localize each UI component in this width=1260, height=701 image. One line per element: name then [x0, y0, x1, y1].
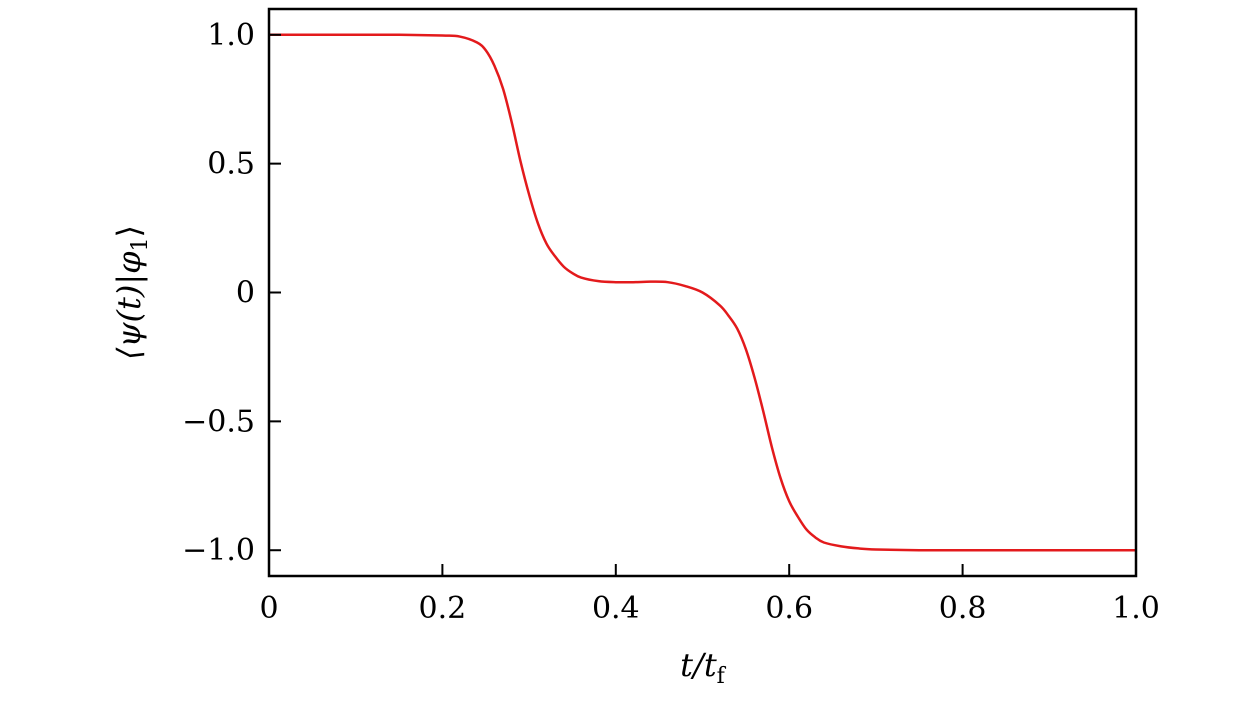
y-axis-label-sub: 1: [128, 237, 153, 251]
y-tick-label: 0: [236, 276, 255, 311]
x-tick-label: 1.0: [1112, 591, 1160, 626]
series-line: [269, 33, 1136, 552]
x-tick-label: 0.4: [592, 591, 640, 626]
plot-frame: [267, 7, 1138, 578]
y-tick-label: −1.0: [182, 533, 255, 568]
y-tick-label: 0.5: [207, 147, 255, 182]
x-tick-label: 0.8: [939, 591, 987, 626]
y-axis-label: ⟨ψ(t)|φ1⟩: [110, 225, 153, 360]
y-axis-label-end: ⟩: [110, 225, 148, 237]
x-tick-label: 0.2: [419, 591, 467, 626]
y-tick-label: −0.5: [182, 404, 255, 439]
y-tick-label: 1.0: [207, 18, 255, 53]
x-axis-label-main: t/t: [680, 646, 717, 684]
ticks-layer: 0 0.2 0.4 0.6 0.8 1.0 1.0 0.5 0 −0.5 −1.0: [182, 18, 1160, 626]
x-axis-label: t/tf: [680, 646, 727, 689]
y-axis-label-main: ⟨ψ(t)|φ: [110, 251, 148, 360]
x-tick-label: 0: [259, 591, 278, 626]
x-tick-label: 0.6: [765, 591, 813, 626]
curve-layer: [269, 33, 1136, 552]
x-axis-label-sub: f: [717, 664, 727, 689]
